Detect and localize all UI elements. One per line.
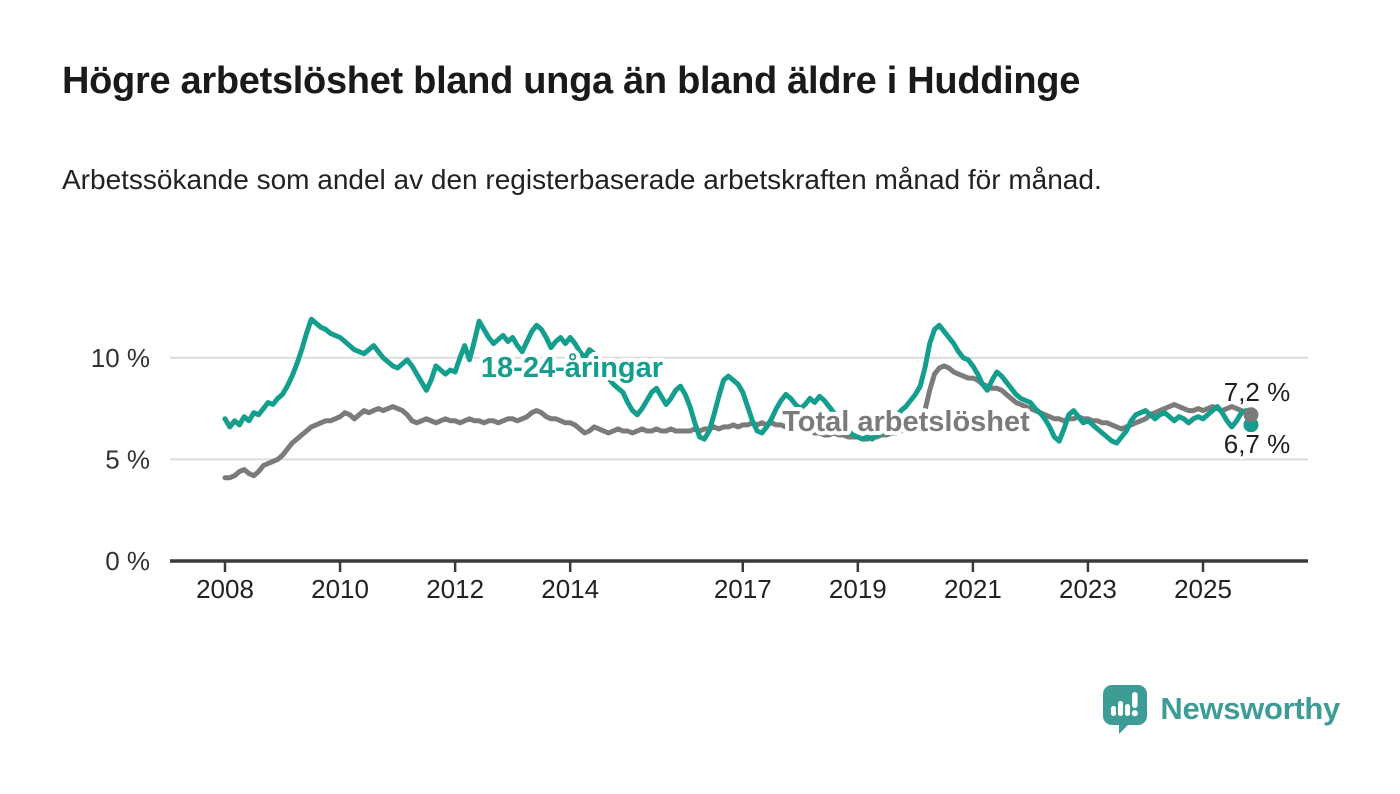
series-label-total: Total arbetslöshet <box>782 406 1030 438</box>
series-line-young <box>222 316 1254 446</box>
page-subtitle: Arbetssökande som andel av den registerb… <box>62 164 1102 195</box>
bar-chart-glyph <box>1111 692 1139 717</box>
grid-layer <box>170 356 1308 461</box>
axis-layer: 0 % 5 % 10 % 2008 2010 2012 2014 2017 2019 2021 20… <box>91 343 1308 604</box>
x-axis-label-2025: 2025 <box>1174 574 1232 604</box>
end-dot-layer <box>1243 407 1259 433</box>
series-label-young: 18-24-åringar <box>481 352 663 384</box>
y-axis-label-0: 0 % <box>105 546 150 576</box>
y-axis-label-5: 5 % <box>105 444 150 474</box>
end-dot-total <box>1243 407 1259 423</box>
x-axis-label-2019: 2019 <box>829 574 887 604</box>
x-axis-label-2010: 2010 <box>311 574 369 604</box>
y-axis-label-10: 10 % <box>91 343 150 373</box>
page-title: Högre arbetslöshet bland unga än bland ä… <box>62 60 1081 102</box>
end-value-label-young: 6,7 % <box>1224 429 1291 459</box>
x-axis-label-2017: 2017 <box>714 574 772 604</box>
end-label-layer: 7,2 % 6,7 % <box>1221 374 1294 462</box>
newsworthy-logo[interactable]: Newsworthy <box>1102 684 1340 734</box>
x-axis-label-2008: 2008 <box>196 574 254 604</box>
x-axis-label-2012: 2012 <box>426 574 484 604</box>
x-axis-label-2021: 2021 <box>944 574 1002 604</box>
x-axis-label-2014: 2014 <box>541 574 599 604</box>
x-axis-label-2023: 2023 <box>1059 574 1117 604</box>
end-value-label-total: 7,2 % <box>1224 377 1291 407</box>
newsworthy-logo-text: Newsworthy <box>1160 691 1340 726</box>
speech-bubble-chart-icon <box>1102 684 1148 734</box>
series-layer <box>222 316 1254 481</box>
label-layer: 18-24-åringar Total arbetslöshet <box>477 348 1034 442</box>
